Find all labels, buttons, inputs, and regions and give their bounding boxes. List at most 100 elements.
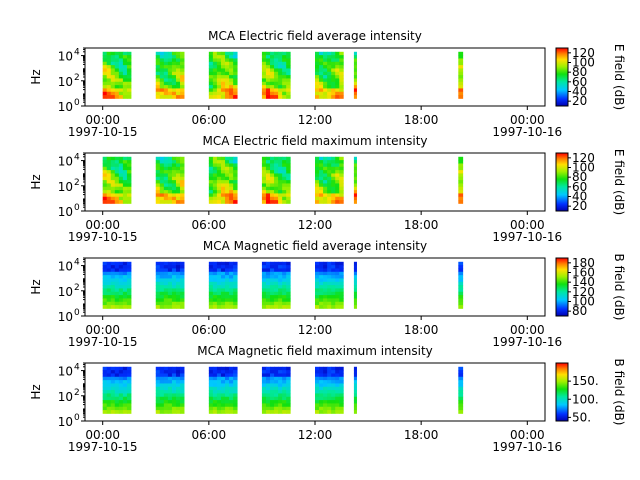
- spectrogram-cell: [171, 51, 177, 56]
- spectrogram-cell: [339, 200, 344, 204]
- spectrogram-cell: [270, 196, 275, 201]
- spectrogram-cell: [118, 95, 124, 99]
- spectrogram-cell: [261, 196, 267, 201]
- spectrogram-cell: [106, 200, 112, 204]
- spectrogram-cell: [159, 170, 165, 174]
- spectrogram-cell: [233, 173, 238, 178]
- spectrogram-cell: [339, 396, 344, 401]
- spectrogram-cell: [163, 400, 169, 404]
- spectrogram-cell: [274, 196, 279, 201]
- spectrogram-cell: [155, 291, 161, 296]
- spectrogram-cell: [270, 390, 275, 394]
- spectrogram-cell: [229, 301, 234, 306]
- spectrogram-cell: [458, 271, 464, 276]
- spectrogram-cell: [114, 71, 120, 76]
- spectrogram-cell: [353, 71, 357, 76]
- spectrogram-cell: [167, 71, 173, 76]
- spectrogram-cell: [335, 51, 340, 56]
- spectrogram-cell: [159, 200, 165, 204]
- spectrogram-cell: [102, 75, 108, 79]
- spectrogram-cell: [265, 170, 271, 174]
- spectrogram-cell: [315, 78, 320, 83]
- spectrogram-cell: [171, 91, 177, 96]
- spectrogram-cell: [208, 176, 214, 181]
- spectrogram-cell: [458, 190, 464, 194]
- spectrogram-cell: [126, 410, 132, 414]
- spectrogram-cell: [110, 196, 116, 201]
- spectrogram-cell: [323, 51, 328, 56]
- spectrogram-cell: [114, 305, 120, 309]
- spectrogram-cell: [265, 265, 271, 269]
- spectrogram-cell: [225, 281, 230, 286]
- spectrogram-cell: [171, 396, 177, 401]
- colorbar-tick-label: 150.: [572, 374, 599, 388]
- spectrogram-cell: [171, 285, 177, 289]
- spectrogram-cell: [102, 81, 108, 86]
- spectrogram-cell: [286, 373, 291, 378]
- spectrogram-cell: [282, 390, 287, 394]
- spectrogram-cell: [118, 386, 124, 391]
- spectrogram-cell: [225, 291, 230, 296]
- spectrogram-cell: [319, 160, 324, 164]
- spectrogram-cell: [282, 58, 287, 63]
- spectrogram-cell: [286, 55, 291, 59]
- spectrogram-cell: [155, 176, 161, 181]
- spectrogram-cell: [220, 275, 226, 279]
- spectrogram-cell: [286, 295, 291, 299]
- spectrogram-cell: [319, 281, 324, 286]
- spectrogram-cell: [261, 386, 267, 391]
- spectrogram-cell: [114, 95, 120, 99]
- spectrogram-cell: [163, 295, 169, 299]
- spectrogram-cell: [286, 291, 291, 296]
- spectrogram-cell: [261, 81, 267, 86]
- spectrogram-cell: [335, 55, 340, 59]
- spectrogram-cell: [225, 393, 230, 398]
- spectrogram-cell: [331, 163, 336, 168]
- x-tick-label: 00:00: [85, 323, 120, 337]
- spectrogram-cell: [286, 200, 291, 204]
- spectrogram-cell: [458, 51, 464, 56]
- spectrogram-cell: [106, 55, 112, 59]
- spectrogram-cell: [229, 51, 234, 56]
- spectrogram-cell: [270, 51, 275, 56]
- spectrogram-cell: [278, 275, 283, 279]
- spectrogram-cell: [353, 61, 357, 66]
- spectrogram-cell: [282, 261, 287, 266]
- spectrogram-cell: [315, 383, 320, 388]
- spectrogram-cell: [126, 176, 132, 181]
- spectrogram-cell: [335, 288, 340, 293]
- spectrogram-cell: [122, 403, 128, 408]
- spectrogram-cell: [118, 288, 124, 293]
- spectrogram-cell: [167, 78, 173, 83]
- spectrogram-cell: [106, 410, 112, 414]
- spectrogram-cell: [106, 366, 112, 371]
- spectrogram-cell: [274, 186, 279, 191]
- spectrogram-cell: [286, 51, 291, 56]
- spectrogram-cell: [353, 81, 357, 86]
- spectrogram-cell: [208, 51, 214, 56]
- spectrogram-cell: [270, 193, 275, 198]
- spectrogram-cell: [110, 380, 116, 384]
- spectrogram-cell: [353, 301, 357, 306]
- spectrogram-cell: [114, 61, 120, 66]
- spectrogram-cell: [225, 295, 230, 299]
- spectrogram-cell: [261, 291, 267, 296]
- spectrogram-cell: [220, 166, 226, 171]
- spectrogram-cell: [163, 383, 169, 388]
- spectrogram-cell: [118, 278, 124, 283]
- spectrogram-cell: [233, 55, 238, 59]
- spectrogram-cell: [216, 180, 222, 184]
- spectrogram-cell: [110, 271, 116, 276]
- spectrogram-cell: [216, 373, 222, 378]
- spectrogram-cell: [171, 166, 177, 171]
- spectrogram-cell: [167, 393, 173, 398]
- spectrogram-cell: [208, 366, 214, 371]
- spectrogram-cell: [225, 183, 230, 188]
- spectrogram-cell: [180, 173, 185, 178]
- spectrogram-cell: [233, 380, 238, 384]
- spectrogram-cell: [102, 265, 108, 269]
- spectrogram-cell: [261, 406, 267, 411]
- spectrogram-cell: [315, 386, 320, 391]
- spectrogram-cell: [110, 396, 116, 401]
